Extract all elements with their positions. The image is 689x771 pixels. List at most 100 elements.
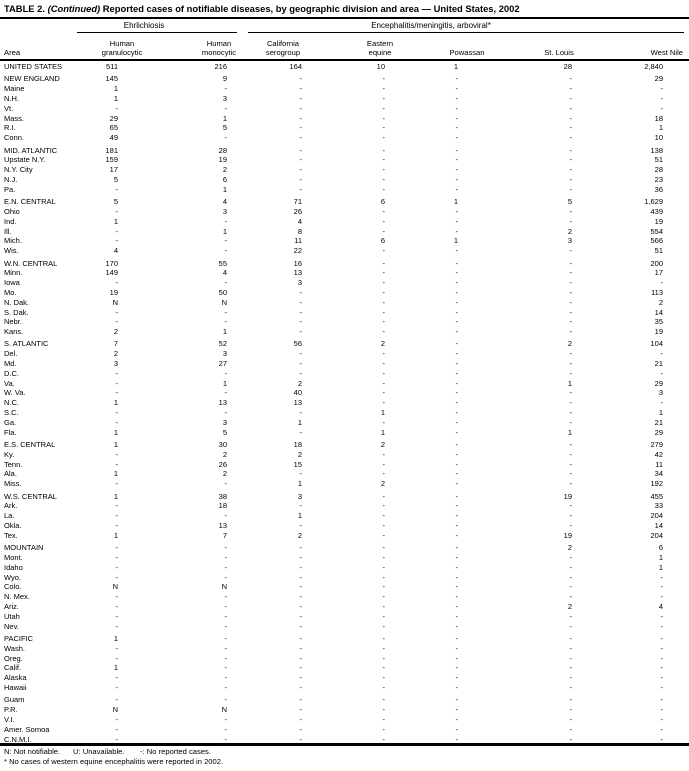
value-cell: -: [115, 682, 119, 692]
value-cell: -: [455, 103, 459, 113]
column-header-human-granulocytic: Human granulocytic: [62, 34, 182, 58]
value-cell: 23: [654, 174, 663, 184]
table-row: Upstate N.Y. 159 19 - - - - 51: [0, 155, 689, 165]
value-cell: 10: [654, 133, 663, 143]
table-row: Colo. N N - - - - -: [0, 582, 689, 592]
value-cell: -: [455, 398, 459, 408]
value-cell: 1: [658, 408, 663, 418]
value-cell: -: [115, 236, 119, 246]
value-cell: 30: [218, 440, 227, 450]
value-cell: -: [382, 93, 386, 103]
area-cell: S. ATLANTIC: [4, 339, 49, 349]
value-cell: 50: [218, 287, 227, 297]
value-cell: 29: [654, 378, 663, 388]
value-cell: -: [382, 388, 386, 398]
area-cell: E.S. CENTRAL: [4, 440, 56, 450]
table-row: Ark. - 18 - - - - 33: [0, 501, 689, 511]
value-cell: 216: [214, 62, 227, 71]
value-cell: -: [299, 611, 303, 621]
value-cell: -: [569, 705, 573, 715]
value-cell: -: [569, 633, 573, 643]
value-cell: 1: [297, 479, 302, 489]
value-cell: 2: [222, 449, 227, 459]
value-cell: -: [382, 216, 386, 226]
value-cell: -: [382, 501, 386, 511]
value-cell: -: [299, 553, 303, 562]
value-cell: -: [382, 601, 386, 611]
value-cell: 19: [109, 287, 118, 297]
area-cell: W.N. CENTRAL: [4, 258, 58, 268]
column-header-line: granulocytic: [101, 48, 143, 58]
value-cell: -: [569, 317, 573, 327]
table-row: PACIFIC 1 - - - - - -: [0, 634, 689, 644]
value-cell: 159: [105, 155, 118, 165]
value-cell: -: [569, 307, 573, 317]
value-cell: -: [224, 133, 228, 143]
value-cell: -: [455, 268, 459, 278]
value-cell: -: [382, 113, 386, 123]
table-section: UNITED STATES 511 216 164 10 1 28 2,840: [0, 62, 689, 72]
value-cell: -: [382, 165, 386, 175]
table-row: Pa. - 1 - - - - 36: [0, 185, 689, 195]
area-cell: Md.: [4, 359, 17, 369]
value-cell: -: [224, 663, 228, 673]
value-cell: 3: [567, 236, 572, 246]
value-cell: -: [299, 427, 303, 437]
value-cell: 29: [654, 74, 663, 84]
area-cell: Va.: [4, 378, 15, 388]
value-cell: -: [224, 278, 228, 288]
value-cell: -: [382, 592, 386, 602]
footnote-unavailable: U: Unavailable.: [73, 747, 125, 756]
value-cell: -: [455, 317, 459, 327]
value-cell: -: [382, 258, 386, 268]
area-cell: Wis.: [4, 246, 19, 256]
value-cell: -: [115, 572, 119, 582]
value-cell: -: [455, 427, 459, 437]
value-cell: 7: [222, 530, 227, 540]
table-row: N. Mex. - - - - - - -: [0, 592, 689, 602]
value-cell: 34: [654, 469, 663, 479]
value-cell: 11: [294, 236, 302, 246]
value-cell: -: [660, 653, 664, 663]
value-cell: -: [569, 327, 573, 337]
footnote-no-reported-cases: -: No reported cases.: [140, 747, 211, 756]
area-cell: Conn.: [4, 133, 25, 143]
value-cell: 4: [113, 246, 118, 256]
area-cell: Tex.: [4, 530, 18, 540]
value-cell: -: [115, 521, 119, 531]
value-cell: -: [299, 633, 303, 643]
value-cell: -: [299, 359, 303, 369]
table-row: V.I. - - - - - - -: [0, 715, 689, 725]
value-cell: -: [660, 278, 664, 288]
table-row: Miss. - - 1 2 - - 192: [0, 479, 689, 489]
value-cell: -: [455, 206, 459, 216]
value-cell: 2: [222, 469, 227, 479]
value-cell: 3: [113, 359, 118, 369]
area-cell: Pa.: [4, 184, 16, 194]
value-cell: -: [455, 449, 459, 459]
value-cell: -: [569, 501, 573, 511]
group-header-encephalitis: Encephalitis/meningitis, arboviral*: [371, 21, 491, 30]
table-row: Del. 2 3 - - - - -: [0, 349, 689, 359]
area-cell: Okla.: [4, 521, 22, 531]
value-cell: 49: [109, 133, 118, 143]
table-row: N.C. 1 13 13 - - - -: [0, 398, 689, 408]
value-cell: 1: [567, 378, 572, 388]
value-cell: 4: [658, 601, 663, 611]
table-row: W.N. CENTRAL 170 55 16 - - - 200: [0, 259, 689, 269]
value-cell: -: [382, 155, 386, 165]
value-cell: 1: [113, 398, 118, 408]
value-cell: 1: [567, 427, 572, 437]
value-cell: -: [224, 714, 228, 724]
value-cell: -: [382, 368, 386, 378]
area-cell: Idaho: [4, 562, 23, 572]
table-row: W.S. CENTRAL 1 38 3 - - 19 455: [0, 492, 689, 502]
value-cell: -: [455, 359, 459, 369]
value-cell: 138: [650, 145, 663, 155]
value-cell: -: [299, 705, 303, 715]
table-row: S.C. - - - 1 - - 1: [0, 408, 689, 418]
value-cell: -: [455, 653, 459, 663]
value-cell: 1,629: [644, 197, 663, 207]
value-cell: -: [660, 93, 664, 103]
value-cell: -: [382, 145, 386, 155]
